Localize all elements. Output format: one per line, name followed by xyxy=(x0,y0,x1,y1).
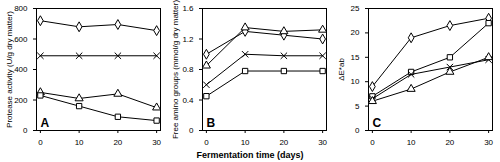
svg-text:0: 0 xyxy=(38,138,43,147)
svg-text:600: 600 xyxy=(14,35,28,44)
svg-text:0: 0 xyxy=(189,126,194,135)
svg-text:ΔE*ab: ΔE*ab xyxy=(337,58,346,81)
svg-text:Free amino groups (mmol/g dry: Free amino groups (mmol/g dry matter) xyxy=(171,0,180,139)
svg-text:0: 0 xyxy=(370,138,375,147)
svg-text:20: 20 xyxy=(351,28,360,37)
svg-text:5: 5 xyxy=(355,102,360,111)
svg-text:A: A xyxy=(41,116,50,130)
svg-text:25: 25 xyxy=(351,4,360,13)
svg-text:20: 20 xyxy=(113,138,122,147)
svg-text:0.8: 0.8 xyxy=(182,65,194,74)
svg-text:800: 800 xyxy=(14,4,28,13)
svg-text:30: 30 xyxy=(318,138,327,147)
svg-text:0: 0 xyxy=(23,126,28,135)
svg-text:10: 10 xyxy=(351,77,360,86)
svg-text:0.4: 0.4 xyxy=(182,96,194,105)
svg-text:1.2: 1.2 xyxy=(182,35,194,44)
svg-text:10: 10 xyxy=(407,138,416,147)
svg-text:200: 200 xyxy=(14,96,28,105)
svg-text:Protease activity (U/g dry mat: Protease activity (U/g dry matter) xyxy=(5,11,14,128)
svg-text:10: 10 xyxy=(75,138,84,147)
svg-text:C: C xyxy=(373,116,382,130)
svg-text:20: 20 xyxy=(279,138,288,147)
svg-text:20: 20 xyxy=(445,138,454,147)
html-text:Fermentation time (days): Fermentation time (days) xyxy=(196,150,304,160)
svg-text:0: 0 xyxy=(204,138,209,147)
svg-text:400: 400 xyxy=(14,65,28,74)
svg-text:0: 0 xyxy=(355,126,360,135)
svg-text:B: B xyxy=(207,116,216,130)
svg-text:1.6: 1.6 xyxy=(182,4,194,13)
svg-text:30: 30 xyxy=(484,138,493,147)
svg-text:30: 30 xyxy=(152,138,161,147)
svg-text:10: 10 xyxy=(241,138,250,147)
svg-text:15: 15 xyxy=(351,53,360,62)
